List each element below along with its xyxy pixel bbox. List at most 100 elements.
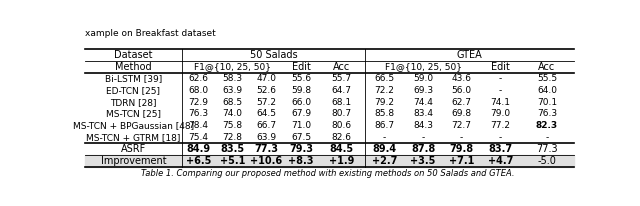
Text: 64.0: 64.0 [537,86,557,95]
Text: Table 1. Comparing our proposed method with existing methods on 50 Salads and GT: Table 1. Comparing our proposed method w… [141,169,515,178]
Text: 62.6: 62.6 [189,74,209,83]
Text: F1@{10, 25, 50}: F1@{10, 25, 50} [194,62,271,71]
Text: 75.4: 75.4 [189,133,209,142]
Text: Edit: Edit [491,62,510,72]
Text: 74.1: 74.1 [491,98,511,107]
Text: 57.2: 57.2 [257,98,276,107]
Text: 87.8: 87.8 [411,144,435,154]
Text: 47.0: 47.0 [257,74,276,83]
Text: -: - [545,133,548,142]
Text: ED-TCN [25]: ED-TCN [25] [106,86,160,95]
Text: 55.5: 55.5 [537,74,557,83]
Text: -: - [421,133,424,142]
Text: 80.7: 80.7 [332,109,352,118]
Text: 79.0: 79.0 [490,109,511,118]
Text: 82.3: 82.3 [536,121,558,130]
Text: 84.9: 84.9 [187,144,211,154]
Text: +7.1: +7.1 [449,156,474,166]
Text: 72.8: 72.8 [223,133,243,142]
Text: 84.3: 84.3 [413,121,433,130]
Text: 66.7: 66.7 [257,121,276,130]
Text: 43.6: 43.6 [452,74,472,83]
Text: 55.7: 55.7 [332,74,352,83]
Text: +1.9: +1.9 [329,156,355,166]
Text: 56.0: 56.0 [451,86,472,95]
Text: -: - [383,133,386,142]
Text: MS-TCN [25]: MS-TCN [25] [106,109,161,118]
Text: 63.9: 63.9 [257,133,276,142]
Text: 79.8: 79.8 [449,144,474,154]
Text: -: - [499,74,502,83]
Text: 59.0: 59.0 [413,74,433,83]
Text: F1@{10, 25, 50}: F1@{10, 25, 50} [385,62,461,71]
Text: 69.3: 69.3 [413,86,433,95]
Text: 72.7: 72.7 [452,121,472,130]
Text: 67.5: 67.5 [291,133,311,142]
Text: ASRF: ASRF [121,144,146,154]
Text: 62.7: 62.7 [452,98,472,107]
Text: +6.5: +6.5 [186,156,211,166]
Text: 72.9: 72.9 [189,98,209,107]
Text: 66.0: 66.0 [291,98,311,107]
Text: 79.2: 79.2 [374,98,394,107]
Text: +2.7: +2.7 [372,156,397,166]
Text: +3.5: +3.5 [410,156,436,166]
Text: +5.1: +5.1 [220,156,245,166]
Text: 63.9: 63.9 [223,86,243,95]
Bar [85,155,573,167]
Text: GTEA: GTEA [456,50,482,60]
Text: 82.6: 82.6 [332,133,352,142]
Text: 83.4: 83.4 [413,109,433,118]
Text: 71.0: 71.0 [291,121,311,130]
Text: 74.4: 74.4 [413,98,433,107]
Text: 76.3: 76.3 [537,109,557,118]
Text: 76.3: 76.3 [189,109,209,118]
Text: Acc: Acc [333,62,351,72]
Text: Acc: Acc [538,62,556,72]
Text: MS-TCN + GTRM [18]: MS-TCN + GTRM [18] [86,133,180,142]
Text: Method: Method [115,62,152,72]
Text: 72.2: 72.2 [374,86,394,95]
Text: 78.4: 78.4 [189,121,209,130]
Text: 68.5: 68.5 [223,98,243,107]
Text: 58.3: 58.3 [223,74,243,83]
Text: 79.3: 79.3 [289,144,313,154]
Text: 75.8: 75.8 [223,121,243,130]
Text: 84.5: 84.5 [330,144,354,154]
Text: 77.3: 77.3 [536,144,558,154]
Text: 50 Salads: 50 Salads [250,50,297,60]
Text: 77.3: 77.3 [255,144,278,154]
Text: 69.8: 69.8 [451,109,472,118]
Text: 80.6: 80.6 [332,121,352,130]
Text: +8.3: +8.3 [288,156,314,166]
Text: 68.1: 68.1 [332,98,352,107]
Text: 89.4: 89.4 [372,144,397,154]
Text: 52.6: 52.6 [257,86,276,95]
Text: xample on Breakfast dataset: xample on Breakfast dataset [85,29,216,38]
Text: 83.7: 83.7 [488,144,513,154]
Text: Bi-LSTM [39]: Bi-LSTM [39] [105,74,162,83]
Text: -: - [460,133,463,142]
Text: +10.6: +10.6 [250,156,283,166]
Text: 77.2: 77.2 [491,121,511,130]
Text: 70.1: 70.1 [537,98,557,107]
Text: 67.9: 67.9 [291,109,311,118]
Text: -5.0: -5.0 [538,156,556,166]
Text: TDRN [28]: TDRN [28] [110,98,157,107]
Text: 86.7: 86.7 [374,121,394,130]
Text: 64.7: 64.7 [332,86,352,95]
Text: -: - [499,133,502,142]
Text: 55.6: 55.6 [291,74,311,83]
Text: 74.0: 74.0 [223,109,243,118]
Text: 68.0: 68.0 [189,86,209,95]
Text: +4.7: +4.7 [488,156,513,166]
Text: Edit: Edit [292,62,310,72]
Text: Improvement: Improvement [100,156,166,166]
Text: Dataset: Dataset [114,50,152,60]
Text: 85.8: 85.8 [374,109,394,118]
Text: 64.5: 64.5 [257,109,276,118]
Text: 66.5: 66.5 [374,74,394,83]
Text: 59.8: 59.8 [291,86,311,95]
Text: -: - [499,86,502,95]
Text: 83.5: 83.5 [221,144,244,154]
